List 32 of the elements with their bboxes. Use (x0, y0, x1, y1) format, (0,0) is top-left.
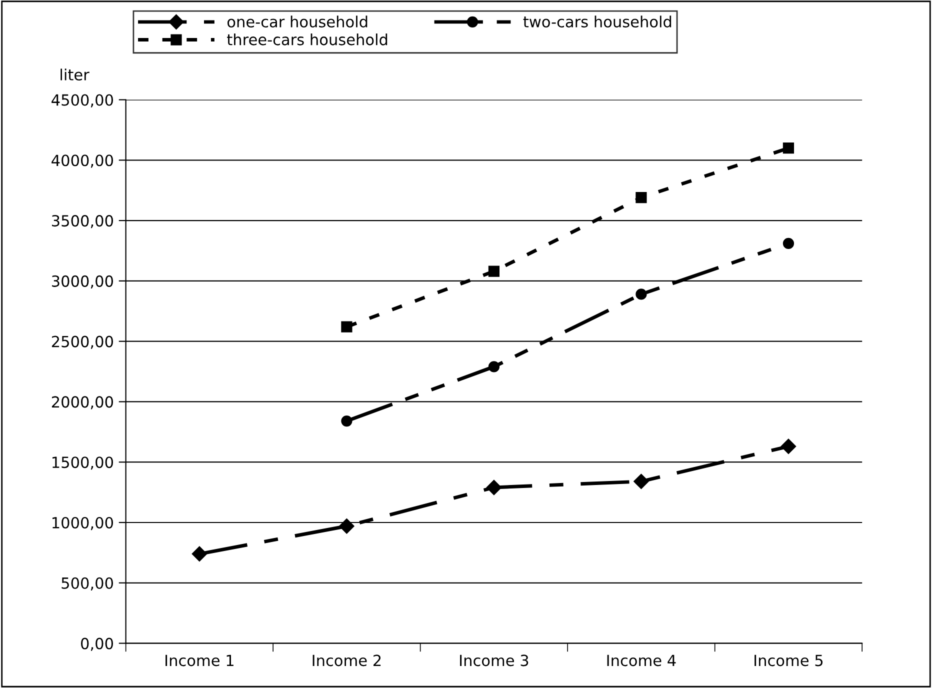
y-axis-title: liter (60, 68, 90, 80)
point (192, 546, 208, 562)
point (339, 518, 354, 534)
point (341, 321, 352, 332)
point (488, 266, 500, 277)
point (634, 474, 649, 489)
y-tick-label: 2500,00 (52, 336, 113, 349)
y-tick-label: 3500,00 (52, 215, 113, 228)
y-tick-label: 1500,00 (52, 456, 113, 470)
x-tick-label: Income 5 (754, 654, 823, 666)
x-tick-label: Income 2 (312, 654, 381, 666)
x-tick-label: Income 4 (607, 654, 676, 666)
point (782, 142, 794, 154)
y-tick-label: 500,00 (62, 577, 113, 590)
y-tick-label: 0,00 (81, 638, 113, 651)
point (780, 438, 796, 454)
legend-label: one-car household (227, 16, 368, 28)
x-tick-label: Income 1 (166, 654, 234, 666)
legend-label: three-cars household (227, 34, 388, 46)
legend-label: two-cars household (523, 16, 672, 28)
point (488, 361, 500, 372)
y-tick-label: 4500,00 (52, 94, 113, 108)
point (341, 415, 352, 427)
point (782, 238, 794, 250)
point (636, 288, 647, 300)
y-tick-label: 1000,00 (52, 516, 113, 530)
x-tick-label: Income 3 (460, 654, 528, 666)
y-tick-label: 3000,00 (52, 275, 113, 289)
point (636, 192, 647, 204)
point (486, 480, 502, 496)
y-tick-label: 2000,00 (52, 396, 113, 410)
y-tick-label: 4000,00 (52, 154, 113, 168)
